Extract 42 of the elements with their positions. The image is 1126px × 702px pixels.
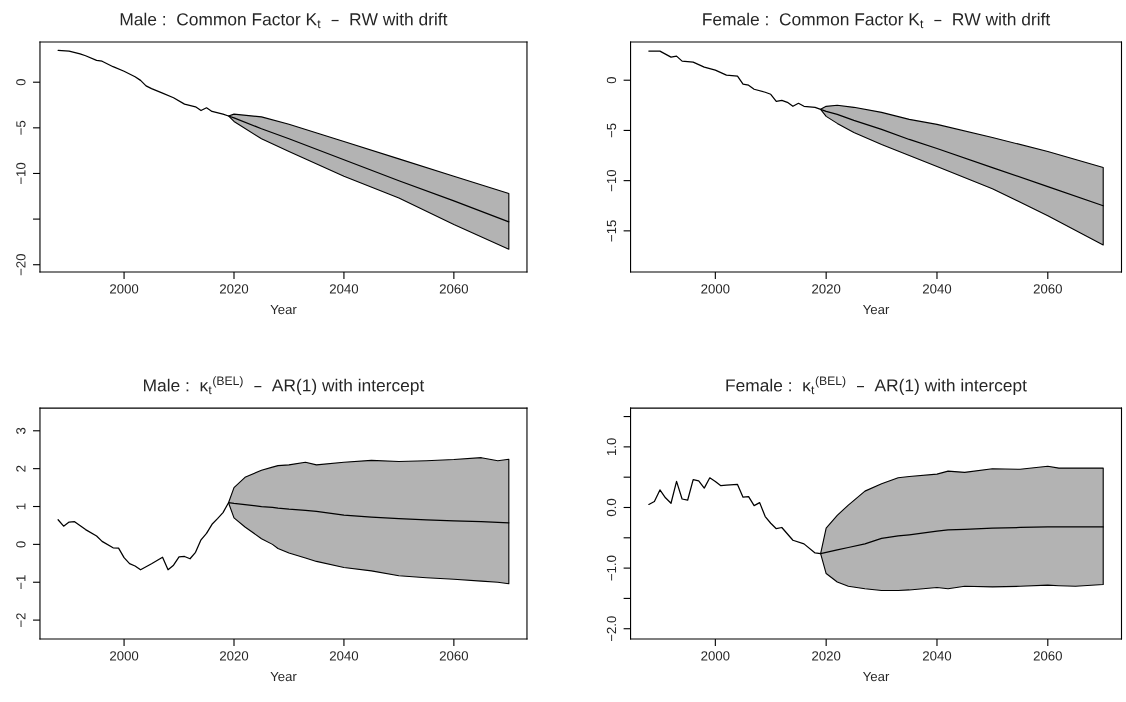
x-tick-label: 2000 [701, 284, 730, 294]
y-tick-label: 0 [16, 541, 26, 548]
y-tick-label: −10 [16, 162, 26, 184]
x-tick-label: 2060 [439, 284, 469, 294]
y-tick-label: −2.0 [606, 616, 617, 642]
y-tick-label: −2 [16, 613, 26, 627]
y-tick-label: 3 [16, 427, 26, 434]
y-tick-label: −15 [606, 220, 617, 242]
x-axis-title: Year [862, 671, 890, 682]
x-tick-label: 2040 [922, 651, 952, 661]
y-tick-label: −1 [16, 575, 26, 590]
x-tick-label: 2040 [329, 284, 359, 294]
x-tick-label: 2020 [219, 651, 249, 661]
x-axis-title: Year [862, 304, 890, 315]
y-tick-label: −5 [16, 120, 26, 135]
x-tick-label: 2020 [812, 284, 841, 294]
chart-title: Male : κ$_{t}$$^{(BEL)}$ – AR(1) with intercept [144, 376, 425, 395]
x-tick-label: 2020 [812, 651, 841, 661]
chart-title: Female : Common Factor K$_{t}$ – RW with drift [703, 12, 1051, 29]
y-tick-label: 1 [16, 503, 26, 510]
y-tick-label: 0.0 [606, 498, 617, 517]
x-tick-label: 2060 [439, 651, 469, 661]
y-tick-label: 1.0 [606, 438, 617, 456]
y-tick-label: −20 [16, 254, 26, 276]
x-tick-label: 2020 [219, 284, 249, 294]
chart-title: Female : κ$_{t}$$^{(BEL)}$ – AR(1) with intercept [726, 376, 1027, 395]
y-tick-label: 0 [16, 79, 26, 86]
x-tick-label: 2000 [701, 651, 730, 661]
x-tick-label: 2040 [922, 284, 952, 294]
x-tick-label: 2040 [329, 651, 359, 661]
x-tick-label: 2000 [110, 651, 139, 661]
y-tick-label: −5 [606, 123, 617, 138]
x-tick-label: 2060 [1033, 284, 1062, 294]
x-axis-title: Year [270, 671, 297, 682]
x-tick-label: 2000 [110, 284, 139, 294]
y-tick-label: 2 [16, 465, 26, 472]
chart-title: Male : Common Factor K$_{t}$ – RW with drift [120, 12, 448, 29]
x-axis-title: Year [270, 304, 297, 315]
y-tick-label: −10 [606, 169, 617, 192]
y-tick-label: −1.0 [606, 555, 617, 581]
y-tick-label: 0 [606, 77, 617, 84]
x-tick-label: 2060 [1033, 651, 1062, 661]
